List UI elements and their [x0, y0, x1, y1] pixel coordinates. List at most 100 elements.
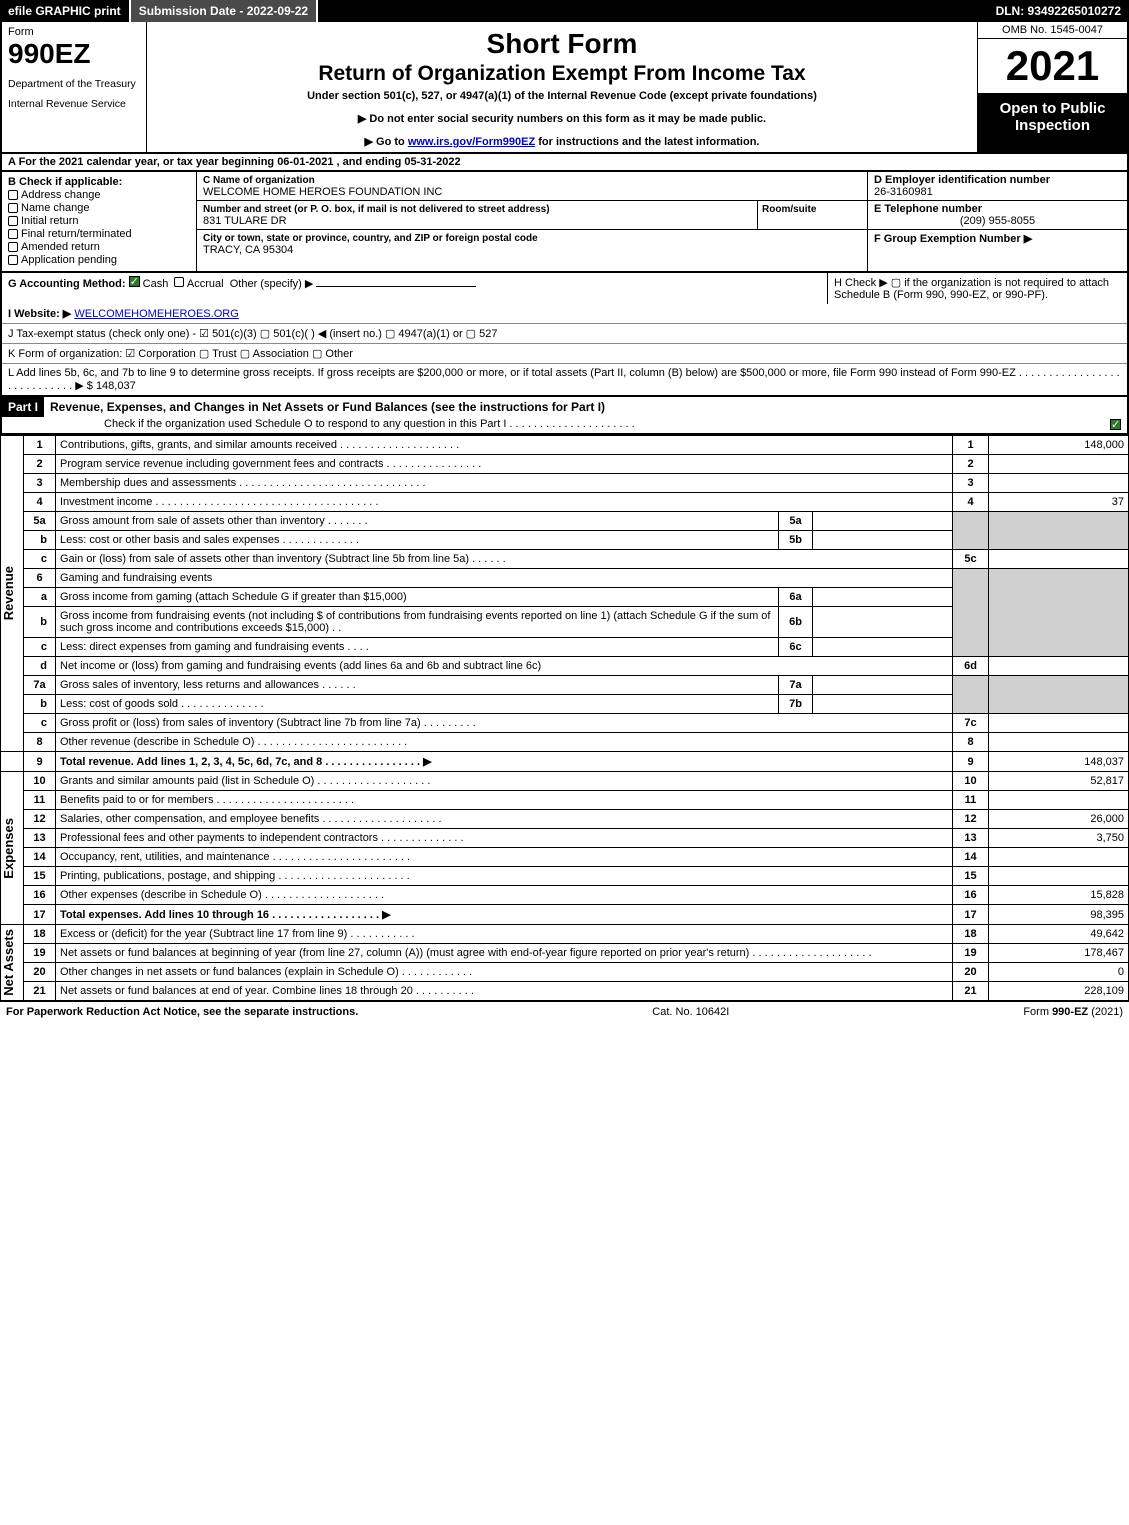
org-name-label: C Name of organization — [203, 175, 315, 186]
cb-name-change[interactable]: Name change — [8, 202, 190, 214]
line-k: K Form of organization: ☑ Corporation ▢ … — [2, 344, 1127, 364]
row-7a: 7aGross sales of inventory, less returns… — [1, 676, 1129, 695]
row-17: 17Total expenses. Add lines 10 through 1… — [1, 905, 1129, 925]
row-4: 4Investment income . . . . . . . . . . .… — [1, 493, 1129, 512]
row-15: 15Printing, publications, postage, and s… — [1, 867, 1129, 886]
expenses-label: Expenses — [1, 818, 23, 879]
row-16: 16Other expenses (describe in Schedule O… — [1, 886, 1129, 905]
return-title: Return of Organization Exempt From Incom… — [318, 62, 805, 86]
top-bar: efile GRAPHIC print Submission Date - 20… — [0, 0, 1129, 22]
goto-post: for instructions and the latest informat… — [535, 136, 759, 148]
org-name-row: C Name of organization WELCOME HOME HERO… — [197, 172, 867, 201]
part-i-title: Revenue, Expenses, and Changes in Net As… — [44, 397, 1127, 417]
ein-label: D Employer identification number — [874, 174, 1050, 186]
form-header: Form 990EZ Department of the Treasury In… — [0, 22, 1129, 154]
line-h: H Check ▶ ▢ if the organization is not r… — [827, 273, 1127, 304]
org-info-grid: B Check if applicable: Address change Na… — [0, 172, 1129, 273]
form-ref: Form 990-EZ (2021) — [1023, 1006, 1123, 1018]
box-d: D Employer identification number 26-3160… — [868, 172, 1127, 201]
open-to-public: Open to Public Inspection — [978, 94, 1127, 152]
warning-ssn: ▶ Do not enter social security numbers o… — [358, 112, 766, 125]
row-14: 14Occupancy, rent, utilities, and mainte… — [1, 848, 1129, 867]
line-i: I Website: ▶ WELCOMEHOMEHEROES.ORG — [2, 304, 1127, 324]
room-label: Room/suite — [762, 204, 816, 215]
header-right: OMB No. 1545-0047 2021 Open to Public In… — [977, 22, 1127, 152]
row-11: 11Benefits paid to or for members . . . … — [1, 791, 1129, 810]
short-form-title: Short Form — [487, 28, 638, 60]
form-label: Form — [8, 26, 140, 38]
cb-final-return[interactable]: Final return/terminated — [8, 228, 190, 240]
row-20: 20Other changes in net assets or fund ba… — [1, 963, 1129, 982]
cb-initial-return[interactable]: Initial return — [8, 215, 190, 227]
dept-irs: Internal Revenue Service — [8, 98, 140, 110]
org-city: TRACY, CA 95304 — [203, 244, 293, 256]
cb-amended-return[interactable]: Amended return — [8, 241, 190, 253]
omb-number: OMB No. 1545-0047 — [978, 22, 1127, 39]
lines-g-to-l: G Accounting Method: Cash Accrual Other … — [0, 273, 1129, 397]
row-1: Revenue 1Contributions, gifts, grants, a… — [1, 436, 1129, 455]
header-left: Form 990EZ Department of the Treasury In… — [2, 22, 147, 152]
cat-no: Cat. No. 10642I — [652, 1006, 729, 1018]
row-3: 3Membership dues and assessments . . . .… — [1, 474, 1129, 493]
page-footer: For Paperwork Reduction Act Notice, see … — [0, 1001, 1129, 1022]
row-12: 12Salaries, other compensation, and empl… — [1, 810, 1129, 829]
row-13: 13Professional fees and other payments t… — [1, 829, 1129, 848]
submission-date: Submission Date - 2022-09-22 — [131, 0, 318, 22]
paperwork-notice: For Paperwork Reduction Act Notice, see … — [6, 1006, 358, 1018]
cb-address-change[interactable]: Address change — [8, 189, 190, 201]
dept-treasury: Department of the Treasury — [8, 78, 140, 90]
row-21: 21Net assets or fund balances at end of … — [1, 982, 1129, 1001]
box-b: B Check if applicable: Address change Na… — [2, 172, 197, 271]
website-link[interactable]: WELCOMEHOMEHEROES.ORG — [74, 308, 238, 320]
row-7c: cGross profit or (loss) from sales of in… — [1, 714, 1129, 733]
row-5c: cGain or (loss) from sale of assets othe… — [1, 550, 1129, 569]
header-center: Short Form Return of Organization Exempt… — [147, 22, 977, 152]
revenue-label: Revenue — [1, 566, 23, 620]
row-18: Net Assets 18Excess or (deficit) for the… — [1, 925, 1129, 944]
org-city-row: City or town, state or province, country… — [197, 230, 867, 258]
cb-cash[interactable] — [129, 276, 140, 287]
row-6: 6Gaming and fundraising events — [1, 569, 1129, 588]
box-c: C Name of organization WELCOME HOME HERO… — [197, 172, 867, 271]
box-e: E Telephone number (209) 955-8055 — [868, 201, 1127, 230]
form-number: 990EZ — [8, 38, 140, 70]
cb-accrual[interactable] — [174, 277, 184, 287]
part-i-badge: Part I — [2, 397, 44, 417]
row-gh: G Accounting Method: Cash Accrual Other … — [2, 273, 1127, 304]
city-label: City or town, state or province, country… — [203, 233, 538, 244]
part-i-sub: Check if the organization used Schedule … — [44, 417, 1127, 433]
cb-application-pending[interactable]: Application pending — [8, 254, 190, 266]
box-b-title: B Check if applicable: — [8, 176, 190, 188]
ein-value: 26-3160981 — [874, 186, 933, 198]
efile-print[interactable]: efile GRAPHIC print — [0, 0, 131, 22]
row-5a: 5aGross amount from sale of assets other… — [1, 512, 1129, 531]
subtitle: Under section 501(c), 527, or 4947(a)(1)… — [307, 90, 817, 102]
part-i-header: Part I Revenue, Expenses, and Changes in… — [0, 397, 1129, 435]
box-f: F Group Exemption Number ▶ — [868, 230, 1127, 271]
gross-receipts-amt: 148,037 — [96, 380, 136, 392]
tax-year: 2021 — [978, 39, 1127, 94]
line-g: G Accounting Method: Cash Accrual Other … — [2, 273, 827, 304]
row-2: 2Program service revenue including gover… — [1, 455, 1129, 474]
part-i-table: Revenue 1Contributions, gifts, grants, a… — [0, 435, 1129, 1001]
org-address: 831 TULARE DR — [203, 215, 287, 227]
irs-link[interactable]: www.irs.gov/Form990EZ — [408, 136, 535, 148]
netassets-label: Net Assets — [1, 929, 23, 996]
row-19: 19Net assets or fund balances at beginni… — [1, 944, 1129, 963]
row-8: 8Other revenue (describe in Schedule O) … — [1, 733, 1129, 752]
phone-value: (209) 955-8055 — [874, 215, 1121, 227]
cb-schedule-o[interactable] — [1110, 419, 1121, 430]
dln: DLN: 93492265010272 — [988, 0, 1129, 22]
org-name: WELCOME HOME HEROES FOUNDATION INC — [203, 186, 442, 198]
goto-line: ▶ Go to www.irs.gov/Form990EZ for instru… — [365, 135, 760, 148]
row-9: 9Total revenue. Add lines 1, 2, 3, 4, 5c… — [1, 752, 1129, 772]
group-exemption-label: F Group Exemption Number ▶ — [874, 233, 1032, 245]
org-addr-row: Number and street (or P. O. box, if mail… — [197, 201, 867, 230]
row-a-tax-year: A For the 2021 calendar year, or tax yea… — [0, 154, 1129, 172]
line-j: J Tax-exempt status (check only one) - ☑… — [2, 324, 1127, 344]
box-def: D Employer identification number 26-3160… — [867, 172, 1127, 271]
line-l: L Add lines 5b, 6c, and 7b to line 9 to … — [2, 364, 1127, 395]
row-6d: dNet income or (loss) from gaming and fu… — [1, 657, 1129, 676]
row-10: Expenses 10Grants and similar amounts pa… — [1, 772, 1129, 791]
addr-label: Number and street (or P. O. box, if mail… — [203, 204, 550, 215]
